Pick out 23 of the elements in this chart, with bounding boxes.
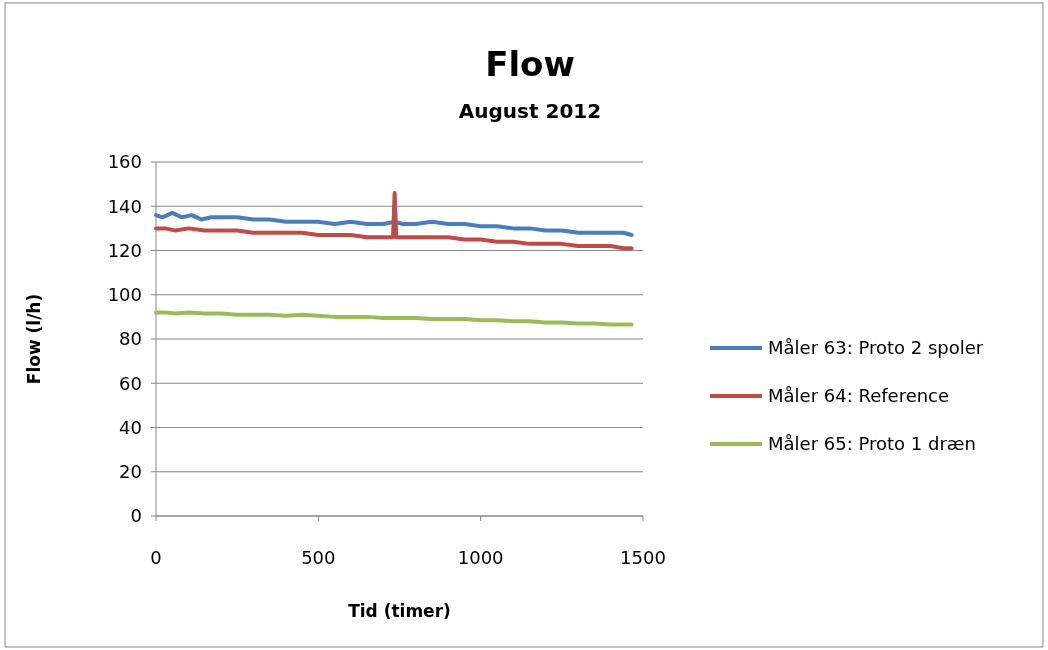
chart-subtitle: August 2012 [458, 99, 602, 123]
x-tick-label: 1000 [457, 547, 504, 568]
y-tick-label: 120 [107, 239, 142, 261]
y-tick-label: 0 [130, 505, 142, 527]
y-axis-title: Flow (l/h) [24, 293, 44, 385]
line-series [154, 190, 634, 251]
legend-label: Måler 65: Proto 1 dræn [768, 433, 976, 455]
line-series [154, 310, 634, 327]
y-tick-label: 140 [107, 195, 142, 217]
x-axis-title: Tid (timer) [348, 601, 451, 621]
y-tick-label: 60 [119, 372, 142, 394]
legend-label: Måler 63: Proto 2 spoler [768, 337, 984, 359]
line-series [154, 210, 634, 238]
y-tick-label: 20 [119, 461, 142, 483]
y-tick-label: 80 [119, 328, 142, 350]
x-tick-label: 0 [150, 547, 162, 568]
x-tick-label: 1500 [620, 547, 666, 568]
y-tick-label: 100 [107, 284, 142, 306]
y-tick-label: 160 [107, 151, 142, 173]
chart-title: Flow [485, 44, 575, 84]
x-tick-label: 500 [301, 547, 336, 568]
y-tick-label: 40 [119, 416, 142, 438]
legend-label: Måler 64: Reference [768, 385, 950, 407]
